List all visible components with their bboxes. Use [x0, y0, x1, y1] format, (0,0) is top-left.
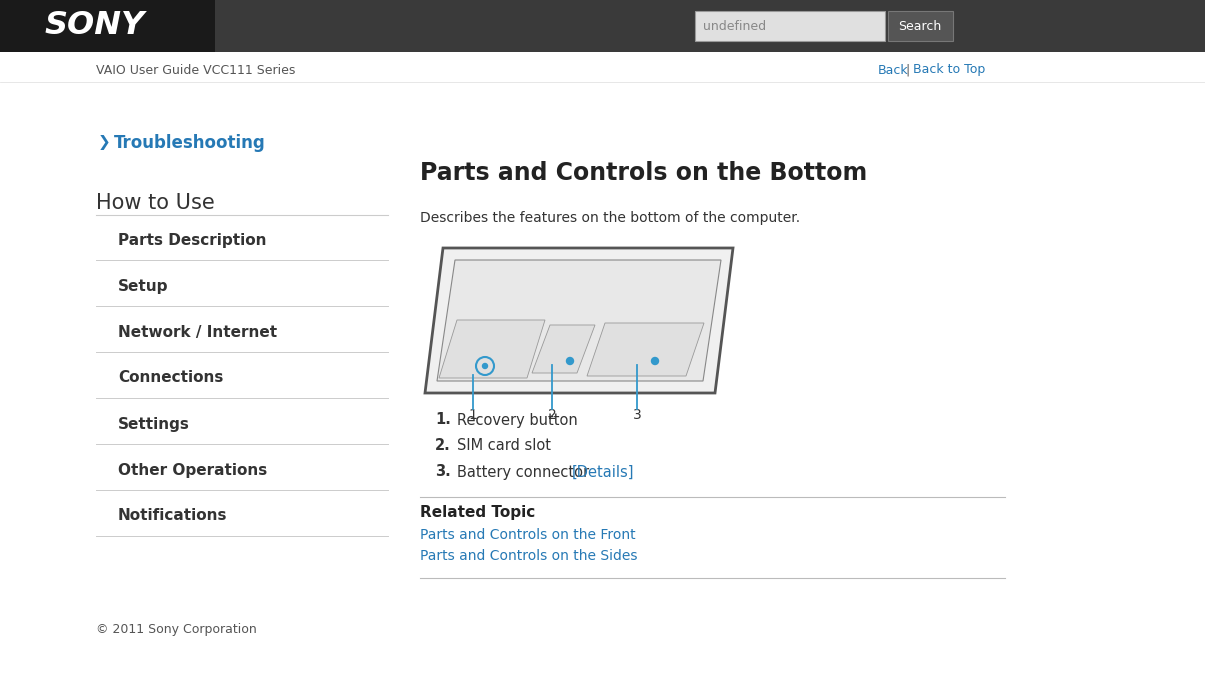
Text: 2.: 2.: [435, 438, 451, 454]
Text: Recovery button: Recovery button: [457, 412, 577, 428]
Text: ❯: ❯: [98, 136, 111, 150]
Polygon shape: [425, 248, 733, 393]
Text: © 2011 Sony Corporation: © 2011 Sony Corporation: [96, 624, 257, 637]
Text: Describes the features on the bottom of the computer.: Describes the features on the bottom of …: [421, 211, 800, 225]
Text: Back: Back: [878, 64, 909, 76]
Text: undefined: undefined: [703, 20, 766, 32]
Text: Search: Search: [899, 20, 941, 32]
Bar: [888, 11, 953, 41]
Text: Other Operations: Other Operations: [118, 463, 268, 477]
Text: Connections: Connections: [118, 370, 223, 386]
Text: 2: 2: [547, 408, 557, 422]
Text: Back to Top: Back to Top: [913, 64, 986, 76]
Text: Troubleshooting: Troubleshooting: [114, 134, 266, 152]
Polygon shape: [531, 325, 595, 373]
Circle shape: [566, 357, 574, 364]
Text: Parts and Controls on the Bottom: Parts and Controls on the Bottom: [421, 161, 868, 185]
Polygon shape: [437, 260, 721, 381]
Text: Settings: Settings: [118, 417, 190, 431]
Text: SIM card slot: SIM card slot: [457, 438, 551, 454]
Text: Parts and Controls on the Sides: Parts and Controls on the Sides: [421, 549, 637, 563]
Circle shape: [652, 357, 658, 364]
Text: 3.: 3.: [435, 465, 451, 480]
Text: Parts and Controls on the Front: Parts and Controls on the Front: [421, 528, 635, 542]
Text: 3: 3: [633, 408, 641, 422]
Text: VAIO User Guide VCC111 Series: VAIO User Guide VCC111 Series: [96, 64, 295, 76]
Text: Notifications: Notifications: [118, 508, 228, 524]
Bar: [0, 0, 214, 52]
Text: |: |: [905, 64, 910, 76]
Text: Related Topic: Related Topic: [421, 505, 535, 521]
Text: 1.: 1.: [435, 412, 451, 428]
Text: How to Use: How to Use: [96, 193, 214, 213]
Circle shape: [482, 363, 488, 368]
Text: Network / Internet: Network / Internet: [118, 324, 277, 340]
Polygon shape: [439, 320, 545, 378]
Bar: [0, 0, 1205, 52]
Text: Parts Description: Parts Description: [118, 233, 266, 247]
Polygon shape: [587, 323, 704, 376]
Text: SONY: SONY: [45, 10, 145, 41]
Text: [Details]: [Details]: [572, 465, 635, 480]
Bar: [695, 11, 884, 41]
Text: Battery connector: Battery connector: [457, 465, 594, 480]
Text: Setup: Setup: [118, 278, 169, 294]
Text: 1: 1: [469, 408, 477, 422]
